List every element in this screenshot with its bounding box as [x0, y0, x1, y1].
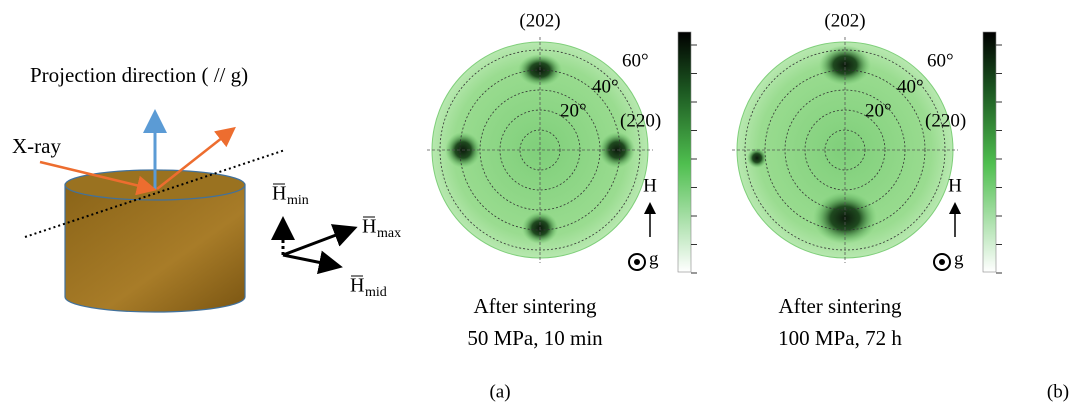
axis-subscript: mid — [365, 285, 387, 300]
axis-symbol: H — [362, 216, 376, 238]
axis-symbol: H — [272, 183, 286, 205]
top-label: (202) — [824, 10, 865, 31]
colorbar — [677, 31, 692, 273]
top-label: (202) — [519, 10, 560, 31]
caption: 50 MPa, 10 min — [467, 326, 603, 350]
ring-label: 60° — [622, 50, 649, 71]
caption: 100 MPa, 72 h — [778, 326, 902, 350]
axis-subscript: min — [287, 193, 309, 208]
g-dot — [634, 259, 640, 265]
diffracted-ray — [156, 126, 236, 190]
side-label: (220) — [620, 110, 661, 131]
axis-symbol: H — [350, 275, 364, 297]
g-circle — [933, 253, 951, 271]
caption: After sintering — [778, 294, 902, 318]
panel-label: (b) — [1047, 381, 1069, 402]
projection-label: Projection direction ( // g) — [30, 63, 248, 87]
ring-label: 60° — [927, 50, 954, 71]
field-label: H — [948, 175, 962, 196]
g-label: g — [954, 248, 964, 269]
xray-label: X-ray — [12, 134, 61, 158]
ring-label: 40° — [897, 76, 924, 97]
cylinder-body — [64, 184, 246, 313]
h-max-arrow — [282, 224, 358, 257]
axis-subscript: max — [377, 226, 401, 241]
caption: After sintering — [473, 294, 597, 318]
panel-label: (a) — [489, 381, 510, 402]
ring-label: 40° — [592, 76, 619, 97]
ring-label: 20° — [560, 100, 587, 121]
g-dot — [939, 259, 945, 265]
g-circle — [628, 253, 646, 271]
side-label: (220) — [925, 110, 966, 131]
dotted-plane — [24, 149, 286, 238]
incident-ray — [39, 160, 157, 196]
g-label: g — [649, 248, 659, 269]
intensity-spot — [747, 148, 767, 168]
h-mid-arrow — [282, 250, 343, 275]
field-label: H — [643, 175, 657, 196]
colorbar — [982, 31, 997, 273]
ring-label: 20° — [865, 100, 892, 121]
